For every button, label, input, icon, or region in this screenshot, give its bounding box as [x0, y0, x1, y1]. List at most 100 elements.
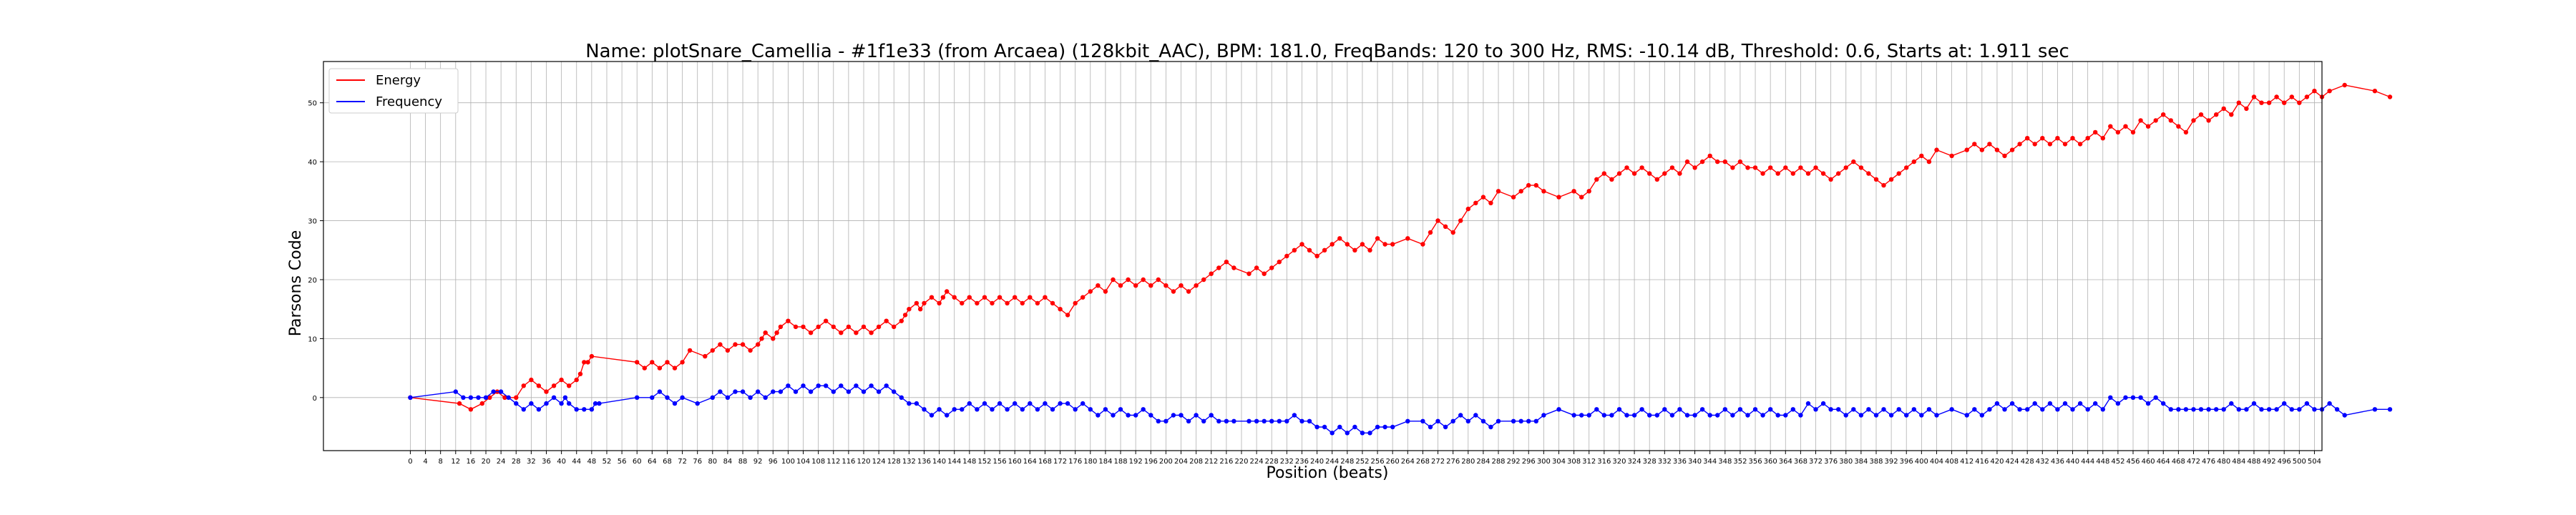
- x-tick-label: 228: [1265, 458, 1279, 466]
- frequency-data-point: [1088, 407, 1093, 412]
- frequency-data-point: [2032, 401, 2037, 406]
- x-tick-label: 112: [826, 458, 840, 466]
- frequency-data-point: [1881, 407, 1886, 412]
- frequency-data-point: [453, 389, 458, 394]
- frequency-data-point: [1737, 407, 1743, 412]
- y-tick-label: 10: [308, 335, 317, 343]
- frequency-data-point: [1133, 413, 1138, 418]
- frequency-data-point: [846, 389, 852, 394]
- energy-data-point: [1979, 147, 1984, 152]
- x-tick-label: 160: [1008, 458, 1022, 466]
- energy-data-point: [1511, 195, 1516, 200]
- energy-data-point: [1262, 271, 1267, 276]
- energy-data-point: [2274, 94, 2279, 99]
- frequency-data-point: [491, 389, 496, 394]
- energy-data-point: [808, 330, 814, 335]
- frequency-data-point: [2062, 401, 2068, 406]
- x-tick-label: 412: [1960, 458, 1974, 466]
- frequency-data-point: [2387, 407, 2393, 412]
- x-tick-label: 68: [663, 458, 672, 466]
- energy-data-point: [1314, 253, 1319, 259]
- energy-data-point: [1888, 177, 1894, 182]
- energy-data-point: [1148, 283, 1153, 288]
- frequency-data-point: [2153, 395, 2158, 400]
- frequency-data-point: [1926, 407, 1932, 412]
- energy-data-point: [502, 395, 507, 400]
- frequency-data-point: [2145, 401, 2151, 406]
- energy-data-point: [1919, 153, 1924, 159]
- x-tick-label: 24: [497, 458, 506, 466]
- energy-data-point: [1480, 195, 1486, 200]
- energy-data-point: [2214, 112, 2219, 117]
- frequency-data-point: [2259, 407, 2264, 412]
- frequency-data-point: [695, 401, 700, 406]
- x-tick-label: 132: [902, 458, 916, 466]
- frequency-data-point: [740, 389, 746, 394]
- energy-data-point: [1843, 165, 1848, 170]
- energy-data-point: [2085, 136, 2090, 141]
- frequency-data-point: [461, 395, 466, 400]
- frequency-data-point: [1020, 407, 1025, 412]
- x-tick-label: 276: [1446, 458, 1460, 466]
- frequency-data-point: [1186, 418, 1191, 423]
- energy-data-point: [793, 324, 799, 330]
- x-tick-label: 252: [1355, 458, 1369, 466]
- energy-data-point: [1080, 295, 1085, 300]
- frequency-data-point: [1579, 413, 1584, 418]
- energy-data-point: [929, 295, 935, 300]
- frequency-data-point: [1194, 413, 1199, 418]
- frequency-data-point: [2372, 407, 2378, 412]
- x-tick-label: 472: [2187, 458, 2200, 466]
- frequency-data-point: [2093, 401, 2098, 406]
- x-tick-label: 496: [2278, 458, 2291, 466]
- x-tick-label: 504: [2308, 458, 2321, 466]
- x-tick-label: 408: [1945, 458, 1958, 466]
- energy-data-point: [1526, 182, 1531, 188]
- x-tick-label: 80: [708, 458, 717, 466]
- energy-data-point: [1126, 277, 1131, 283]
- energy-data-point: [1360, 242, 1365, 247]
- frequency-data-point: [1382, 424, 1387, 430]
- frequency-data-point: [945, 413, 950, 418]
- frequency-data-point: [1028, 401, 1033, 406]
- x-tick-label: 192: [1129, 458, 1143, 466]
- energy-data-point: [1631, 171, 1637, 176]
- energy-data-point: [574, 377, 579, 383]
- x-tick-label: 92: [753, 458, 763, 466]
- energy-data-point: [2040, 136, 2045, 141]
- energy-data-point: [680, 360, 685, 365]
- energy-data-point: [665, 360, 670, 365]
- frequency-data-point: [1836, 407, 1841, 412]
- energy-data-point: [1579, 195, 1584, 200]
- energy-data-point: [687, 348, 693, 353]
- energy-data-point: [544, 389, 549, 394]
- energy-data-point: [952, 295, 957, 300]
- x-tick-label: 152: [977, 458, 991, 466]
- energy-data-point: [1851, 159, 1856, 165]
- energy-data-point: [2327, 89, 2332, 94]
- frequency-data-point: [2214, 407, 2219, 412]
- energy-data-point: [2161, 112, 2166, 117]
- x-tick-label: 128: [887, 458, 901, 466]
- energy-data-point: [1616, 171, 1622, 176]
- frequency-data-point: [551, 395, 557, 400]
- frequency-data-point: [1631, 413, 1637, 418]
- frequency-data-point: [2266, 407, 2272, 412]
- x-tick-label: 424: [2006, 458, 2019, 466]
- frequency-data-point: [498, 389, 504, 394]
- frequency-data-point: [1798, 413, 1803, 418]
- x-tick-label: 340: [1688, 458, 1702, 466]
- frequency-data-point: [1043, 401, 1048, 406]
- x-tick-label: 184: [1098, 458, 1112, 466]
- energy-data-point: [2002, 153, 2007, 159]
- energy-data-point: [1345, 242, 1350, 247]
- energy-data-point: [861, 324, 867, 330]
- frequency-data-point: [710, 395, 715, 400]
- energy-data-point: [2304, 94, 2310, 99]
- energy-data-point: [733, 342, 738, 347]
- frequency-data-point: [2176, 407, 2181, 412]
- x-tick-label: 436: [2051, 458, 2064, 466]
- frequency-data-point: [1972, 407, 1977, 412]
- frequency-data-point: [861, 389, 867, 394]
- frequency-data-point: [1745, 413, 1750, 418]
